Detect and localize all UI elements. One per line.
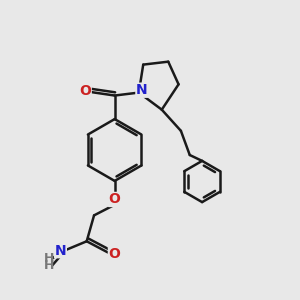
- Text: H: H: [44, 252, 54, 265]
- Text: O: O: [79, 83, 91, 98]
- Text: N: N: [55, 244, 66, 258]
- Text: H: H: [44, 259, 54, 272]
- Text: O: O: [108, 247, 120, 261]
- Text: O: O: [109, 193, 121, 206]
- Text: N: N: [136, 83, 148, 97]
